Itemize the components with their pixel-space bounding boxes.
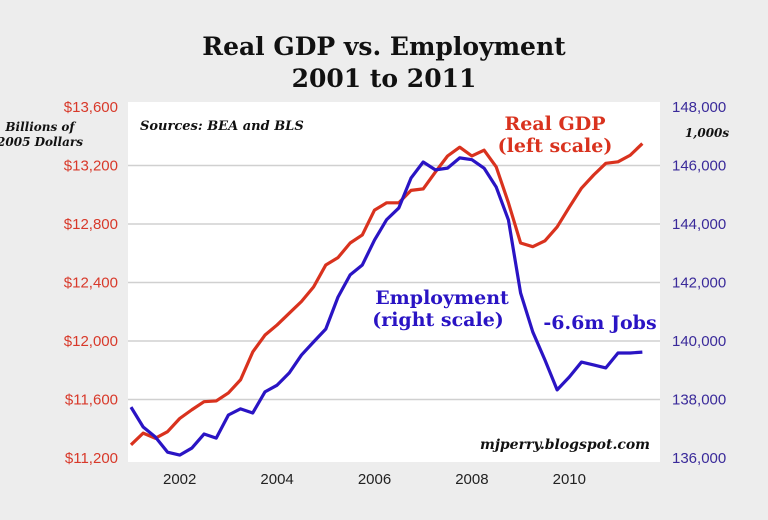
right-tick-label: 144,000 bbox=[672, 216, 726, 233]
left-tick-label: $11,200 bbox=[65, 450, 118, 467]
x-tick-label: 2008 bbox=[455, 471, 488, 488]
left-tick-label: $12,400 bbox=[64, 275, 118, 292]
right-tick-label: 146,000 bbox=[672, 158, 726, 175]
chart-title: Real GDP vs. Employment bbox=[202, 32, 566, 61]
gdp-label-1: Real GDP bbox=[504, 113, 605, 135]
x-tick-label: 2006 bbox=[358, 471, 391, 488]
source-note: Sources: BEA and BLS bbox=[140, 119, 304, 134]
left-tick-label: $13,200 bbox=[64, 158, 118, 175]
right-unit-label: 1,000s bbox=[685, 126, 730, 140]
right-tick-label: 142,000 bbox=[672, 275, 726, 292]
x-tick-label: 2002 bbox=[163, 471, 196, 488]
employment-label-2: (right scale) bbox=[372, 309, 504, 331]
left-tick-label: $12,000 bbox=[64, 333, 118, 350]
left-tick-label: $12,800 bbox=[64, 216, 118, 233]
x-tick-label: 2004 bbox=[260, 471, 293, 488]
left-tick-label: $13,600 bbox=[64, 99, 118, 116]
right-tick-label: 148,000 bbox=[672, 99, 726, 116]
right-tick-label: 140,000 bbox=[672, 333, 726, 350]
right-tick-label: 136,000 bbox=[672, 450, 726, 467]
right-tick-label: 138,000 bbox=[672, 392, 726, 409]
watermark: mjperry.blogspot.com bbox=[480, 437, 650, 453]
left-unit-label-1: Billions of bbox=[4, 120, 76, 134]
gdp-label-2: (left scale) bbox=[498, 135, 613, 157]
left-unit-label-2: 2005 Dollars bbox=[0, 135, 83, 149]
employment-label-1: Employment bbox=[375, 287, 509, 309]
jobs-loss-annotation: -6.6m Jobs bbox=[543, 312, 656, 334]
chart-subtitle: 2001 to 2011 bbox=[291, 64, 477, 93]
x-tick-label: 2010 bbox=[553, 471, 586, 488]
left-tick-label: $11,600 bbox=[65, 392, 118, 409]
